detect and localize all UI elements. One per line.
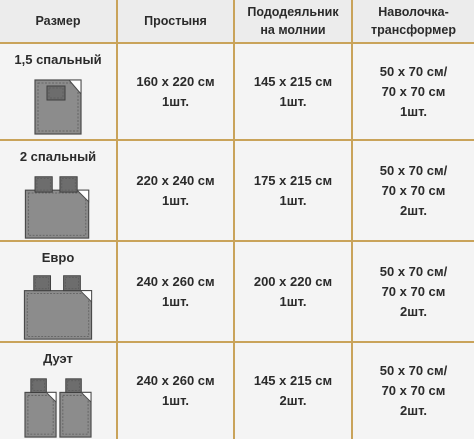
table-cell: 145 х 215 см 1шт. — [235, 44, 353, 141]
size-single: 1,5 спальный — [0, 44, 118, 141]
size-label: 2 спальный — [19, 149, 97, 164]
table-cell: 145 х 215 см 2шт. — [235, 343, 353, 439]
size-label: 1,5 спальный — [14, 52, 102, 67]
size-double: 2 спальный — [0, 141, 118, 242]
table-cell: 240 х 260 см 1шт. — [118, 343, 235, 439]
table-cell: 240 х 260 см 1шт. — [118, 242, 235, 343]
header-sheet: Простыня — [118, 0, 235, 44]
table-cell: 50 х 70 см/ 70 х 70 см 2шт. — [353, 141, 474, 242]
table-cell: 50 х 70 см/ 70 х 70 см 2шт. — [353, 242, 474, 343]
euro-bed-icon — [23, 275, 93, 340]
table-cell: 160 х 220 см 1шт. — [118, 44, 235, 141]
header-size: Размер — [0, 0, 118, 44]
size-label: Евро — [41, 250, 75, 265]
header-pillowcase: Наволочка- трансформер — [353, 0, 474, 44]
table-cell: 175 х 215 см 1шт. — [235, 141, 353, 242]
table-cell: 220 х 240 см 1шт. — [118, 141, 235, 242]
size-euro: Евро — [0, 242, 118, 343]
size-duet: Дуэт — [0, 343, 118, 439]
table-cell: 200 х 220 см 1шт. — [235, 242, 353, 343]
header-duvet-cover: Пододеяльник на молнии — [235, 0, 353, 44]
double-bed-icon — [24, 176, 90, 239]
table-cell: 50 х 70 см/ 70 х 70 см 1шт. — [353, 44, 474, 141]
size-label: Дуэт — [43, 351, 73, 366]
table-cell: 50 х 70 см/ 70 х 70 см 2шт. — [353, 343, 474, 439]
single-bed-icon — [34, 79, 82, 135]
duet-bed-icon — [24, 378, 92, 438]
